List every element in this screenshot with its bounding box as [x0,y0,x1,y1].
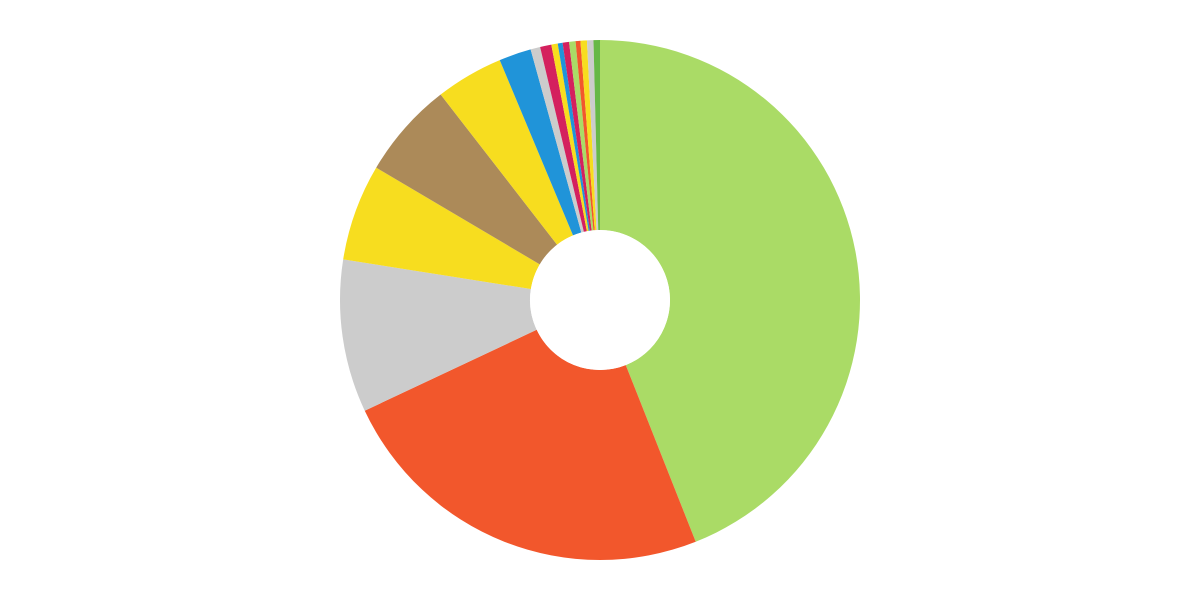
donut-chart-svg [0,0,1200,600]
donut-hole [530,230,670,370]
donut-chart [0,0,1200,600]
